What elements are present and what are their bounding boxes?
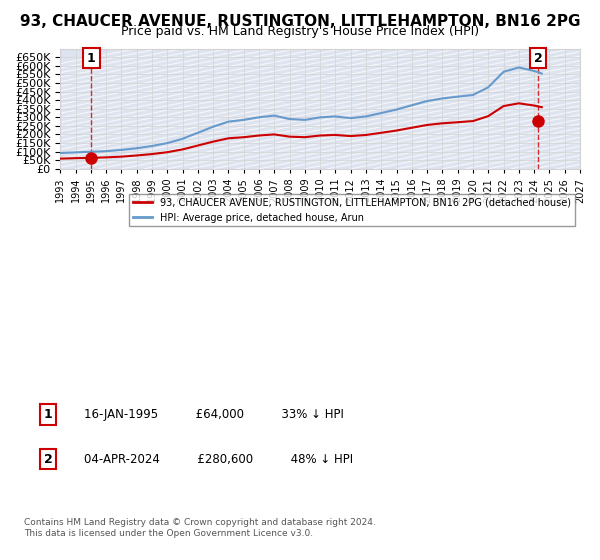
Text: 16-JAN-1995          £64,000          33% ↓ HPI: 16-JAN-1995 £64,000 33% ↓ HPI: [84, 408, 344, 421]
Text: 1: 1: [44, 408, 52, 421]
Text: 1: 1: [87, 52, 96, 65]
Text: 2: 2: [44, 452, 52, 466]
Text: Price paid vs. HM Land Registry's House Price Index (HPI): Price paid vs. HM Land Registry's House …: [121, 25, 479, 38]
Legend: 93, CHAUCER AVENUE, RUSTINGTON, LITTLEHAMPTON, BN16 2PG (detached house), HPI: A: 93, CHAUCER AVENUE, RUSTINGTON, LITTLEHA…: [129, 194, 575, 226]
Text: 2: 2: [533, 52, 542, 65]
Text: Contains HM Land Registry data © Crown copyright and database right 2024.
This d: Contains HM Land Registry data © Crown c…: [24, 518, 376, 538]
Text: 04-APR-2024          £280,600          48% ↓ HPI: 04-APR-2024 £280,600 48% ↓ HPI: [84, 452, 353, 466]
Text: 93, CHAUCER AVENUE, RUSTINGTON, LITTLEHAMPTON, BN16 2PG: 93, CHAUCER AVENUE, RUSTINGTON, LITTLEHA…: [20, 14, 580, 29]
